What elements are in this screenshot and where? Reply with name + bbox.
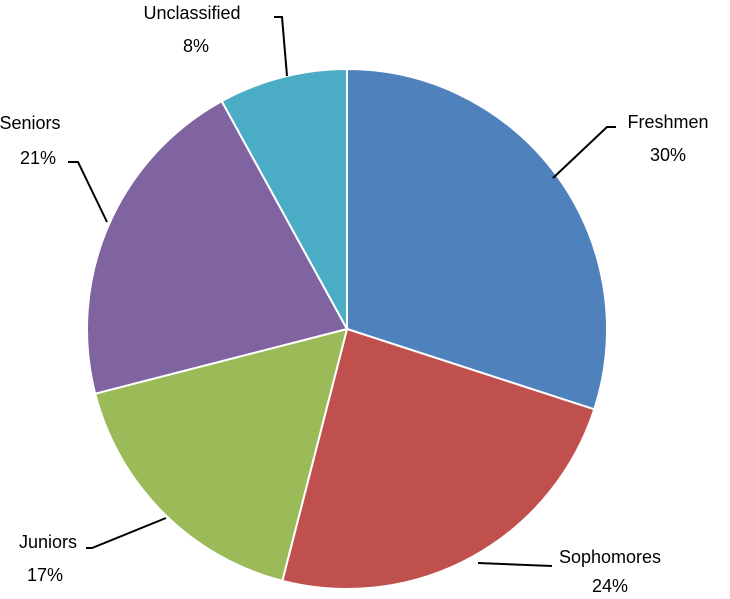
leader-line — [477, 562, 553, 567]
slice-value-label: 17% — [27, 565, 63, 585]
pie-slice — [281, 327, 596, 590]
slice-label: Juniors — [19, 532, 77, 552]
slice-value-label: 30% — [650, 145, 686, 165]
leader-line — [86, 517, 167, 549]
slice-label: Unclassified — [143, 3, 240, 23]
slice-label: Seniors — [0, 113, 61, 133]
pie-slice — [93, 327, 349, 583]
slice-value-label: 8% — [183, 36, 209, 56]
slice-label: Sophomores — [559, 547, 661, 567]
leader-line — [68, 161, 108, 223]
pie-slice — [346, 67, 608, 411]
pie-slice — [220, 67, 348, 330]
slice-value-label: 21% — [20, 148, 56, 168]
leader-line — [274, 16, 288, 77]
slice-label: Freshmen — [627, 112, 708, 132]
pie-slice — [86, 99, 349, 395]
leader-line — [552, 126, 616, 179]
slice-value-label: 24% — [592, 576, 628, 596]
